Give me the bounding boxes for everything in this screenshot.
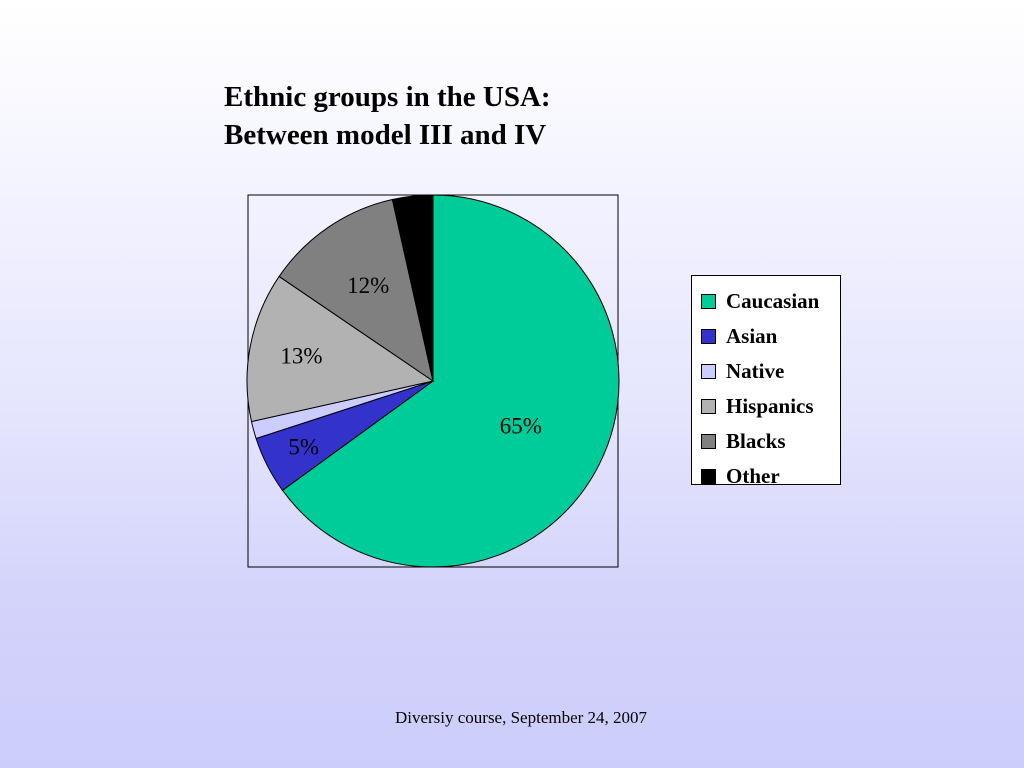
legend-item-other: Other (692, 459, 840, 494)
legend-label-native: Native (726, 359, 785, 383)
legend-swatch-hispanics (701, 399, 716, 414)
pie-slice-caucasian (281, 194, 620, 568)
legend-label-caucasian: Caucasian (726, 289, 820, 313)
legend-label-other: Other (726, 464, 780, 488)
legend-swatch-caucasian (701, 294, 716, 309)
pie-slice-other (391, 194, 434, 382)
legend-item-blacks: Blacks (692, 424, 840, 459)
pie-slices (246, 194, 620, 568)
chart-legend: Caucasian Asian Native Hispanics Blacks … (691, 275, 841, 488)
data-label-blacks: 12% (347, 273, 389, 298)
legend-label-asian: Asian (726, 324, 778, 348)
legend-label-hispanics: Hispanics (726, 394, 814, 418)
slide-title-line-1: Ethnic groups in the USA: (224, 81, 551, 113)
pie-slice-blacks (278, 198, 434, 383)
slide-footer: Diversiy course, September 24, 2007 (394, 708, 648, 727)
data-label-caucasian: 65% (500, 413, 542, 438)
pie-slice-hispanics (246, 275, 435, 423)
pie-data-labels: 65% 5% 13% 12% (280, 273, 541, 459)
legend-swatch-blacks (701, 434, 716, 449)
legend-item-asian: Asian (692, 319, 840, 354)
slide-title: Ethnic groups in the USA: Between model … (224, 78, 551, 154)
legend-label-blacks: Blacks (726, 429, 786, 453)
legend-swatch-other (701, 469, 716, 484)
legend-item-native: Native (692, 354, 840, 389)
data-label-asian: 5% (288, 434, 319, 459)
legend-swatch-native (701, 364, 716, 379)
slide-title-line-2: Between model III and IV (224, 119, 547, 151)
data-label-hispanics: 13% (280, 343, 322, 368)
legend-swatch-asian (701, 329, 716, 344)
legend-item-hispanics: Hispanics (692, 389, 840, 424)
legend-item-caucasian: Caucasian (692, 284, 840, 319)
